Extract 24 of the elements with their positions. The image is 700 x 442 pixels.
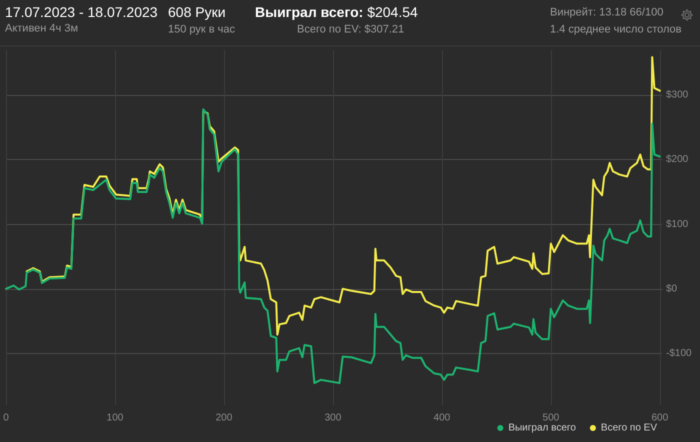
text: Всего по EV: $307.21 [297, 24, 404, 36]
y-tick-label: -$100 [666, 348, 692, 359]
line-series [5, 108, 661, 384]
y-tick-label: $100 [666, 218, 689, 230]
chart-title: 17.07.2023 - 18.07.2023 [5, 4, 158, 20]
text: Винрейт: 13.18 66/100 [550, 6, 664, 18]
y-tick-label: $300 [666, 90, 689, 101]
text: 1.4 среднее число столов [550, 24, 682, 36]
x-tick-label: 200 [216, 412, 233, 424]
x-tick-label: 0 [3, 412, 10, 424]
text: 150 рук в час [168, 24, 236, 36]
legend-label: Всего по EV [600, 422, 658, 434]
x-tick-label: 400 [434, 412, 451, 424]
legend-label: Выиграл всего [508, 422, 576, 434]
x-tick-label: 100 [106, 412, 124, 424]
x-tick-label: 600 [651, 412, 669, 424]
x-tick-label: 300 [324, 412, 342, 424]
x-tick-label: 500 [542, 412, 560, 424]
text: Выиграл всего: $204.54 [255, 4, 418, 20]
y-tick-label: $200 [666, 154, 689, 166]
chart-subtitle: Активен 4ч 3м [5, 22, 78, 34]
line-series [26, 56, 661, 336]
y-tick-label: $0 [666, 283, 678, 294]
text: 608 Руки [168, 4, 226, 20]
